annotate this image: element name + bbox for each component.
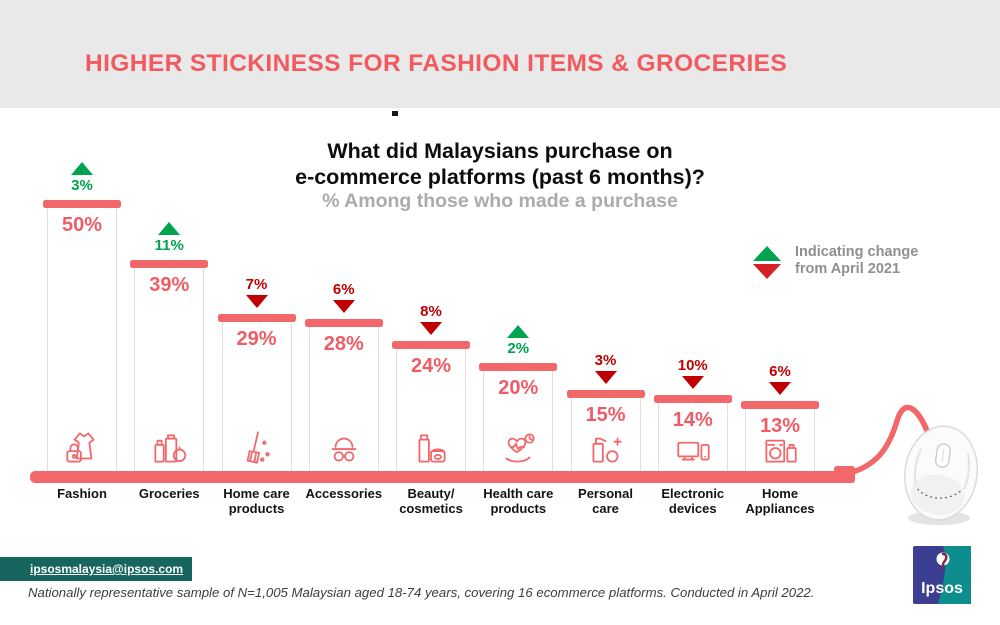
contact-email-link[interactable]: ipsosmalaysia@ipsos.com: [30, 562, 184, 576]
category-label: Fashion: [57, 486, 107, 501]
decrease-triangle-icon: [681, 376, 704, 389]
bar-change-indicator: 10%: [658, 357, 728, 389]
legend-text-line1: Indicating change: [795, 244, 919, 260]
email-banner: ipsosmalaysia@ipsos.com: [0, 557, 192, 581]
change-value-label: 7%: [245, 276, 268, 293]
home-care-icon: [236, 427, 278, 469]
category-label: Health care products: [483, 486, 554, 516]
bar: 20%: [479, 363, 558, 471]
bar-change-indicator: 6%: [745, 363, 815, 395]
bar-cap: [392, 341, 470, 349]
bar: 14%: [653, 395, 732, 471]
bar-cap: [130, 260, 209, 268]
decrease-triangle-icon: [332, 300, 355, 313]
bar-value-label: 50%: [61, 214, 103, 236]
bar: 15%: [566, 390, 645, 471]
chart-subtitle: % Among those who made a purchase: [322, 190, 678, 212]
category-label: Accessories: [305, 486, 383, 501]
bar-cap: [741, 401, 819, 409]
home-appliances-icon: [759, 427, 801, 469]
decrease-triangle-icon: [769, 382, 791, 395]
bar-value-label: 29%: [236, 328, 277, 350]
mouse-illustration: [820, 392, 1000, 537]
change-value-label: 6%: [769, 363, 791, 380]
bar-cap: [217, 314, 296, 322]
groceries-icon: [148, 427, 190, 469]
change-value-label: 8%: [420, 303, 442, 320]
change-value-label: 6%: [332, 281, 355, 298]
cable-connector: [834, 466, 855, 483]
increase-triangle-icon: [158, 222, 181, 235]
slide-artifact-dot: [392, 111, 398, 116]
fashion-icon: [61, 427, 103, 469]
decrease-triangle-icon: [753, 264, 781, 279]
category-label: Electronic devices: [661, 486, 725, 516]
electronic-devices-icon: [672, 427, 714, 469]
bar-change-indicator: 2%: [483, 325, 553, 357]
bar-change-indicator: 6%: [309, 281, 379, 313]
bar: 28%: [304, 319, 383, 471]
bar: 13%: [741, 401, 819, 471]
baseline-bar: [30, 471, 843, 483]
methodology-note: Nationally representative sample of N=1,…: [28, 585, 815, 600]
bar: 29%: [217, 314, 296, 471]
change-value-label: 10%: [677, 357, 708, 374]
bar-change-indicator: 11%: [134, 222, 204, 254]
bar-value-label: 15%: [585, 404, 626, 426]
bar-cap: [653, 395, 732, 403]
bar-change-indicator: 7%: [222, 276, 292, 308]
chart-title-line2: e-commerce platforms (past 6 months)?: [295, 165, 705, 189]
change-value-label: 11%: [154, 237, 184, 254]
category-label: Groceries: [138, 486, 200, 501]
bar-value-label: 14%: [672, 409, 713, 431]
change-value-label: 3%: [71, 177, 93, 194]
bar-value-label: 13%: [759, 415, 801, 437]
beauty-cosmetics-icon: [410, 427, 452, 469]
bar-value-label: 39%: [149, 274, 190, 296]
bar: 39%: [130, 260, 209, 471]
decrease-triangle-icon: [420, 322, 442, 335]
chart-title: What did Malaysians purchase on e-commer…: [0, 138, 1000, 190]
decrease-triangle-icon: [245, 295, 268, 308]
chart-title-line1: What did Malaysians purchase on: [327, 139, 673, 163]
bar-cap: [479, 363, 558, 371]
mouse-cable: [850, 404, 935, 475]
bar-cap: [43, 200, 121, 208]
increase-triangle-icon: [507, 325, 530, 338]
health-care-icon: [497, 427, 539, 469]
change-legend: Indicating change from April 2021: [753, 244, 918, 279]
category-label: Home Appliances: [745, 486, 815, 516]
change-value-label: 2%: [507, 340, 530, 357]
personal-care-icon: [585, 427, 627, 469]
bar-value-label: 20%: [498, 377, 539, 399]
svg-text:Ipsos: Ipsos: [921, 580, 963, 597]
bar-cap: [566, 390, 645, 398]
page-title: HIGHER STICKINESS FOR FASHION ITEMS & GR…: [85, 50, 788, 77]
category-label: Home care products: [223, 486, 290, 516]
bar: 50%: [43, 200, 121, 471]
legend-text: Indicating change from April 2021: [795, 244, 918, 278]
increase-triangle-icon: [71, 162, 93, 175]
bar-cap: [304, 319, 383, 327]
legend-triangles: [753, 244, 781, 279]
category-label: Personal care: [578, 486, 633, 516]
header-band: HIGHER STICKINESS FOR FASHION ITEMS & GR…: [0, 0, 1000, 108]
bar-change-indicator: 3%: [571, 352, 641, 384]
category-label: Beauty/ cosmetics: [399, 486, 463, 516]
decrease-triangle-icon: [594, 371, 617, 384]
bar-change-indicator: 3%: [47, 162, 117, 194]
bar: 24%: [392, 341, 470, 471]
change-value-label: 3%: [594, 352, 617, 369]
increase-triangle-icon: [753, 246, 781, 261]
bar-value-label: 28%: [323, 333, 364, 355]
bar-value-label: 24%: [410, 355, 452, 377]
legend-text-line2: from April 2021: [795, 261, 901, 277]
accessories-icon: [323, 427, 365, 469]
ipsos-logo: Ipsos: [913, 546, 971, 604]
bar-change-indicator: 8%: [396, 303, 466, 335]
